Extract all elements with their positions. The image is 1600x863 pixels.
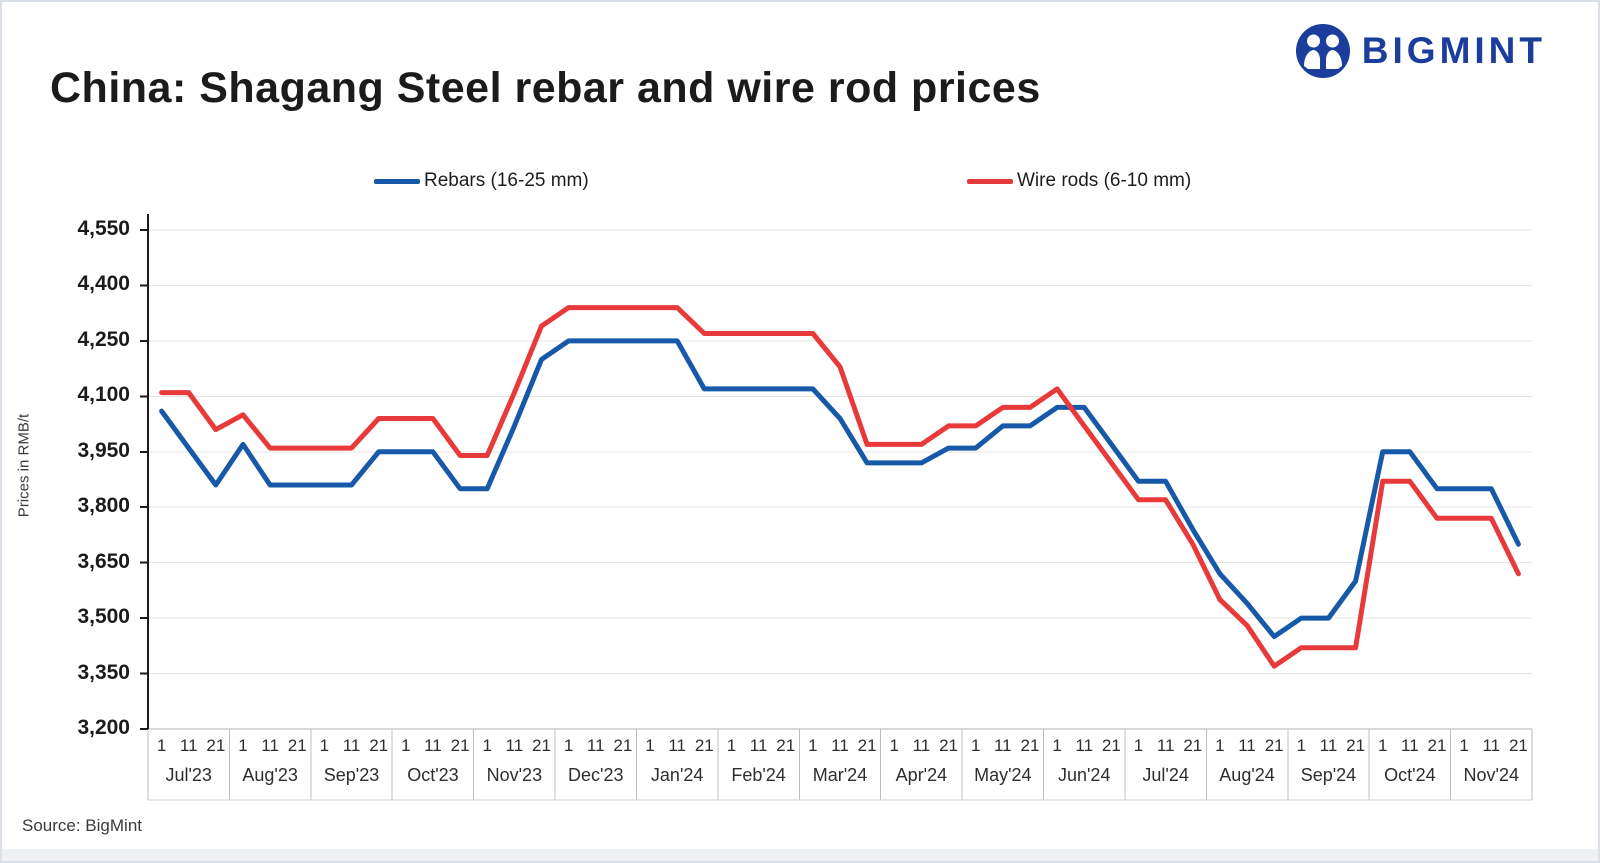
x-axis-month-label: Jul'23: [165, 765, 212, 785]
x-axis-month-label: Sep'23: [323, 765, 380, 785]
y-axis-label: 3,650: [77, 549, 130, 573]
x-axis-month-label: Oct'23: [407, 765, 459, 785]
x-axis-day-label: 11: [1238, 736, 1256, 755]
source-note: Source: BigMint: [22, 816, 142, 835]
y-axis-label: 4,100: [77, 383, 130, 407]
y-axis-label: 4,550: [77, 217, 130, 240]
x-axis-day-label: 21: [1101, 736, 1121, 755]
x-axis-day-label: 21: [613, 736, 633, 755]
x-axis-day-label: 11: [505, 736, 524, 755]
x-axis-day-label: 1: [319, 736, 330, 755]
x-axis-day-label: 21: [450, 736, 470, 755]
y-axis-label: 3,950: [77, 438, 130, 462]
x-axis-day-label: 11: [586, 736, 605, 755]
x-axis-day-label: 21: [1346, 736, 1366, 755]
x-axis-month-label: Jun'24: [1057, 765, 1111, 785]
x-axis-month-label: Sep'24: [1300, 765, 1357, 785]
x-axis-day-label: 1: [1296, 736, 1307, 755]
y-axis-label: 3,200: [77, 716, 130, 739]
x-axis-day-label: 1: [970, 736, 981, 755]
x-axis-month-label: Jul'24: [1142, 765, 1189, 785]
bigmint-logo: BIGMINT: [1294, 22, 1546, 80]
x-axis-day-label: 11: [831, 736, 849, 755]
x-axis-day-label: 1: [726, 736, 737, 755]
x-axis-day-label: 11: [424, 736, 442, 755]
x-axis-day-label: 1: [238, 736, 248, 755]
x-axis-month-label: Aug'24: [1219, 765, 1275, 785]
x-axis-day-label: 1: [645, 736, 655, 755]
x-axis-day-label: 1: [1459, 736, 1469, 755]
x-axis-month-label: Jan'24: [650, 765, 704, 785]
bigmint-logo-icon: [1295, 24, 1350, 78]
x-axis-day-label: 21: [776, 736, 796, 755]
x-axis-month-label: Nov'24: [1463, 765, 1520, 785]
x-axis-day-label: 11: [1401, 736, 1419, 755]
y-axis-label: 4,400: [77, 272, 130, 296]
legend-label-wirerods: Wire rods (6-10 mm): [1017, 170, 1192, 191]
rebars-legend-line-icon: [374, 178, 420, 184]
x-axis-day-label: 21: [1020, 736, 1040, 755]
x-axis-day-label: 1: [1378, 736, 1388, 755]
bigmint-logo-text: BIGMINT: [1361, 30, 1546, 71]
x-axis-day-label: 11: [179, 736, 198, 755]
x-axis-day-label: 1: [401, 736, 411, 755]
x-axis-day-label: 21: [694, 736, 714, 755]
y-axis-label: 3,800: [77, 494, 130, 518]
bottom-strip: [2, 849, 1598, 861]
x-axis-day-label: 1: [1052, 736, 1062, 755]
x-axis-day-label: 11: [749, 736, 768, 755]
wirerods-price-line: [159, 305, 1521, 669]
x-axis-day-label: 21: [1264, 736, 1284, 755]
legend-item-rebars: Rebars (16-25 mm): [374, 170, 589, 192]
x-axis-day-label: 21: [206, 736, 226, 755]
x-axis-month-label: Nov'23: [486, 765, 543, 785]
x-axis-day-label: 21: [857, 736, 877, 755]
wirerods-legend-line-icon: [967, 178, 1013, 184]
legend-label-rebars: Rebars (16-25 mm): [424, 170, 589, 191]
x-axis-day-label: 11: [1319, 736, 1338, 755]
x-axis-day-label: 11: [993, 736, 1012, 755]
legend-item-wirerods: Wire rods (6-10 mm): [967, 170, 1191, 192]
x-axis-day-label: 11: [1075, 736, 1094, 755]
x-axis-day-label: 11: [1482, 736, 1501, 755]
y-axis-label: 3,500: [77, 605, 130, 629]
x-axis-day-label: 1: [808, 736, 818, 755]
x-axis-month-label: Oct'24: [1384, 765, 1436, 785]
x-axis-day-label: 11: [261, 736, 279, 755]
x-axis-day-label: 21: [939, 736, 958, 755]
page-title: China: Shagang Steel rebar and wire rod …: [50, 64, 1041, 112]
x-axis-day-label: 21: [1427, 736, 1447, 755]
x-axis-month-label: Dec'23: [568, 765, 624, 785]
x-axis-day-label: 11: [342, 736, 361, 755]
x-axis-month-label: Feb'24: [731, 765, 786, 785]
x-axis-day-label: 21: [1508, 736, 1528, 755]
x-axis-day-label: 1: [889, 736, 899, 755]
x-axis-day-label: 1: [1215, 736, 1225, 755]
x-axis-day-label: 11: [912, 736, 931, 755]
x-axis-month-label: May'24: [974, 765, 1032, 785]
x-axis-day-label: 21: [287, 736, 307, 755]
y-axis-label: 4,250: [77, 327, 130, 351]
x-axis-month-label: Apr'24: [895, 765, 948, 785]
x-axis-day-label: 1: [156, 736, 167, 755]
x-axis-day-label: 11: [668, 736, 686, 755]
x-axis-day-label: 1: [482, 736, 492, 755]
x-axis-month-label: Aug'23: [242, 765, 298, 785]
x-axis-day-label: 21: [369, 736, 389, 755]
x-axis-month-label: Mar'24: [812, 765, 868, 785]
x-axis-day-label: 21: [532, 736, 551, 755]
x-axis-day-label: 1: [563, 736, 574, 755]
rebars-price-line: [159, 338, 1521, 640]
x-axis-day-label: 21: [1183, 736, 1203, 755]
x-axis-day-label: 11: [1156, 736, 1175, 755]
x-axis-day-label: 1: [1133, 736, 1144, 755]
y-axis-label: 3,350: [77, 660, 130, 684]
